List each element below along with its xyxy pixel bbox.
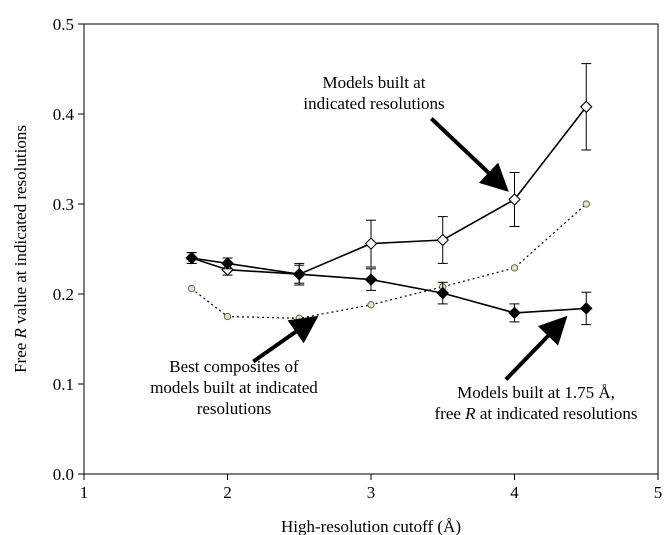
annotation-line: Models built at 1.75 Å, — [457, 383, 615, 402]
annotation-line: indicated resolutions — [303, 94, 444, 113]
annotation-line: models built at indicated — [150, 378, 318, 397]
annotation-text: Models built at 1.75 Å, free R at indicat… — [435, 383, 638, 423]
y-axis-title-part: Free — [11, 338, 30, 372]
annotation-text: Best composites of models built at indica… — [150, 357, 318, 418]
data-point — [579, 100, 593, 114]
y-axis-title: Free R value at indicated resolutions — [11, 125, 30, 373]
annotation: Best composites of models built at indica… — [150, 315, 319, 418]
y-axis-title-part: R — [11, 327, 30, 339]
annotation-arrow — [429, 117, 509, 192]
data-point — [510, 264, 519, 272]
y-tick-label: 0.2 — [53, 285, 74, 304]
x-tick-label: 5 — [654, 483, 663, 502]
data-point — [364, 273, 378, 286]
y-axis-title-part: value at indicated resolutions — [11, 125, 30, 328]
x-tick-label: 4 — [510, 483, 519, 502]
y-tick-label: 0.3 — [53, 195, 74, 214]
annotation-italic: R — [464, 404, 476, 423]
annotation-layer: Models built at indicated resolutions Best… — [150, 73, 637, 423]
series-line — [191, 106, 587, 276]
annotation: Models built at 1.75 Å, free R at indicat… — [435, 315, 638, 423]
y-tick-label: 0.0 — [53, 465, 74, 484]
data-point — [436, 233, 450, 247]
x-tick-label: 1 — [80, 483, 89, 502]
x-axis-title: High-resolution cutoff (Å) — [281, 517, 461, 535]
data-point — [582, 200, 590, 208]
data-point — [185, 251, 198, 265]
series-line — [191, 257, 587, 314]
annotation-arrow — [504, 315, 568, 381]
series-line — [191, 203, 587, 319]
series-filled-diamond — [185, 251, 593, 326]
data-point — [221, 257, 234, 270]
y-tick-label: 0.4 — [53, 105, 75, 124]
data-point — [436, 286, 450, 300]
annotation-line: Models built at — [323, 73, 426, 92]
annotation-arrow — [252, 315, 319, 364]
annotation-line: resolutions — [197, 399, 272, 418]
x-tick-label: 2 — [223, 483, 232, 502]
data-point — [579, 302, 593, 315]
data-point — [367, 301, 375, 309]
annotation-line: free R at indicated resolutions — [435, 404, 638, 423]
data-point — [295, 314, 303, 322]
annotation-line: Best composites of — [169, 357, 299, 376]
series-small-circle — [187, 200, 590, 322]
y-tick-label: 0.5 — [53, 15, 74, 34]
x-tick-label: 3 — [367, 483, 376, 502]
data-point — [292, 267, 306, 281]
axes: 1 2 3 4 5 0.0 0.1 0.2 0.3 0.4 0.5 — [53, 15, 663, 502]
data-point — [364, 237, 378, 250]
data-point — [508, 193, 521, 206]
data-point — [221, 263, 234, 276]
annotation: Models built at indicated resolutions — [303, 73, 509, 192]
annotation-text: Models built at indicated resolutions — [303, 73, 444, 113]
series-layer — [185, 63, 593, 326]
y-tick-label: 0.1 — [53, 375, 74, 394]
data-point — [223, 312, 232, 321]
data-point — [508, 306, 521, 320]
data-point — [187, 284, 196, 293]
